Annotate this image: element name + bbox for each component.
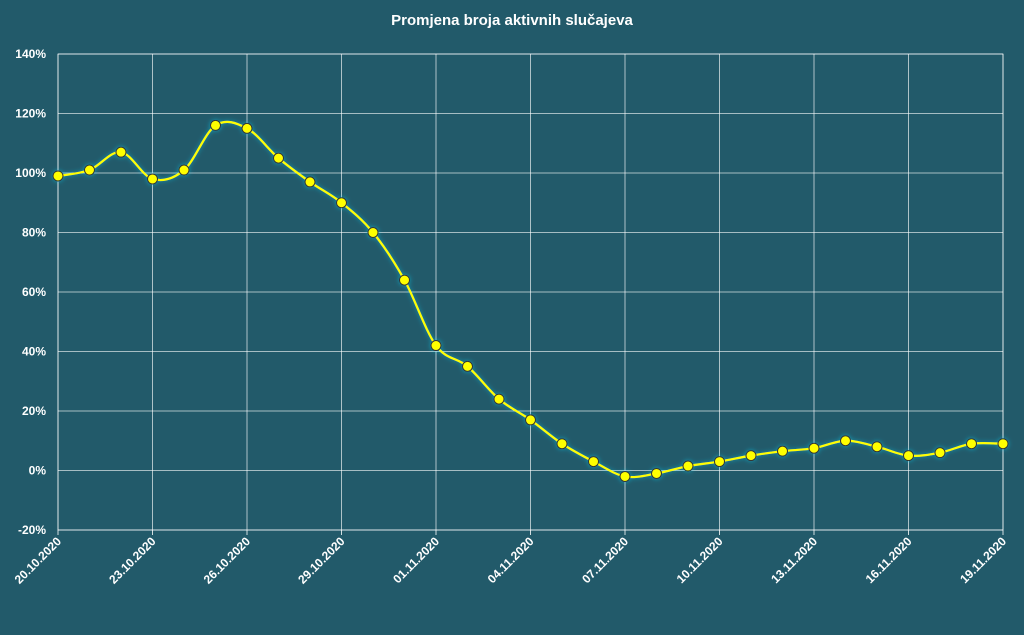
data-point[interactable] (493, 393, 505, 405)
y-tick-label: 40% (22, 345, 46, 359)
x-tick-label: 29.10.2020 (295, 534, 348, 587)
x-tick-label: 04.11.2020 (485, 534, 537, 586)
x-tick-label: 26.10.2020 (201, 534, 254, 587)
data-point[interactable] (367, 227, 379, 238)
data-point[interactable] (934, 447, 946, 459)
x-tick-label: 07.11.2020 (579, 534, 631, 586)
data-point[interactable] (52, 170, 64, 182)
data-point[interactable] (966, 438, 977, 450)
data-point[interactable] (588, 456, 599, 468)
data-point[interactable] (714, 456, 725, 468)
x-tick-label: 13.11.2020 (768, 534, 820, 586)
data-point[interactable] (525, 414, 536, 426)
data-point[interactable] (808, 442, 820, 454)
data-point[interactable] (745, 450, 757, 462)
y-tick-label: 0% (29, 464, 47, 478)
y-tick-label: 120% (15, 107, 46, 121)
data-point[interactable] (651, 467, 662, 479)
y-tick-label: 100% (15, 166, 46, 180)
data-point[interactable] (84, 164, 95, 176)
data-point[interactable] (241, 122, 253, 134)
y-tick-label: 140% (15, 47, 46, 61)
y-tick-label: 60% (22, 285, 46, 299)
y-axis: -20% 0% 20% 40% 60% 80% 100% 120% 140% (15, 47, 46, 537)
x-tick-label: 01.11.2020 (390, 534, 442, 586)
data-point[interactable] (147, 173, 158, 185)
data-point[interactable] (682, 460, 694, 472)
data-point[interactable] (903, 450, 914, 462)
data-point[interactable] (871, 441, 883, 453)
x-axis: 20.10.2020 23.10.2020 26.10.2020 29.10.2020… (12, 534, 1010, 587)
data-point[interactable] (462, 360, 473, 372)
data-point[interactable] (777, 445, 788, 457)
series (52, 119, 1009, 482)
data-point[interactable] (210, 119, 221, 131)
data-point[interactable] (178, 164, 190, 176)
data-point[interactable] (336, 197, 347, 209)
data-point[interactable] (273, 152, 284, 164)
data-point[interactable] (304, 176, 316, 188)
y-tick-label: 80% (22, 226, 46, 240)
data-point[interactable] (556, 438, 568, 450)
x-tick-label: 23.10.2020 (106, 534, 159, 587)
x-tick-label: 16.11.2020 (863, 534, 915, 586)
data-point[interactable] (997, 438, 1009, 450)
chart-title: Promjena broja aktivnih slučajeva (391, 12, 633, 29)
data-point[interactable] (399, 274, 410, 286)
y-tick-label: 20% (22, 404, 46, 418)
data-point[interactable] (840, 435, 851, 447)
x-tick-label: 19.11.2020 (957, 534, 1009, 586)
data-point[interactable] (115, 146, 127, 158)
y-tick-label: -20% (18, 523, 46, 537)
data-point[interactable] (619, 470, 631, 482)
x-tick-label: 20.10.2020 (12, 534, 65, 587)
gridlines (57, 53, 1004, 535)
x-tick-label: 10.11.2020 (674, 534, 726, 586)
data-point[interactable] (430, 340, 442, 352)
